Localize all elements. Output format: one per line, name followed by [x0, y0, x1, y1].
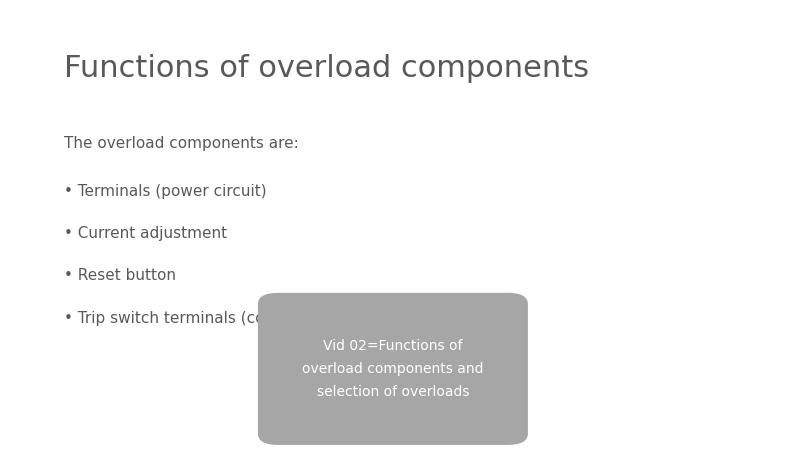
Text: • Trip switch terminals (control circuit): • Trip switch terminals (control circuit…	[64, 311, 358, 326]
Text: • Terminals (power circuit): • Terminals (power circuit)	[64, 184, 267, 199]
Text: Vid 02=Functions of
overload components and
selection of overloads: Vid 02=Functions of overload components …	[302, 339, 484, 399]
Text: • Reset button: • Reset button	[64, 268, 177, 283]
Text: • Current adjustment: • Current adjustment	[64, 226, 227, 241]
FancyBboxPatch shape	[258, 293, 528, 445]
Text: The overload components are:: The overload components are:	[64, 136, 299, 151]
Text: Functions of overload components: Functions of overload components	[64, 54, 590, 84]
